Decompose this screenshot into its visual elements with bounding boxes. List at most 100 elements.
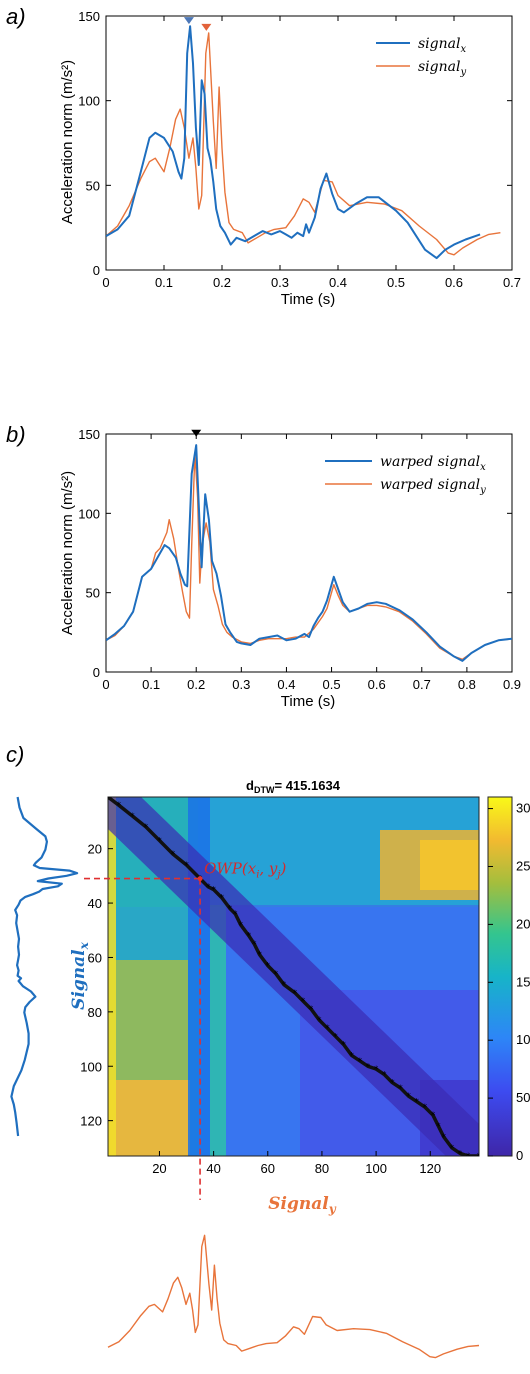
warping-path-point: * — [144, 823, 149, 833]
warping-path-point: * — [317, 1016, 322, 1026]
plot-frame — [105, 433, 513, 673]
heatmap-x-tick-label: 100 — [365, 1161, 387, 1176]
x-tick-label: 0.7 — [413, 677, 431, 692]
heatmap-frame — [107, 796, 480, 1157]
x-tick-label: 0.4 — [329, 275, 347, 290]
series-line-warped-signal-x — [106, 444, 512, 662]
panel-a: a) 0 0.1 0.2 0.3 0.4 0.5 0.6 0.7 0 50 100 150 Time … — [6, 4, 521, 308]
legend-label-signal-x: signalx — [418, 36, 466, 55]
warping-path-point: * — [206, 883, 211, 893]
side-signal-y — [107, 1234, 480, 1359]
heatmap-title: dDTW= 415.1634 — [246, 778, 341, 795]
legend-label-warped-x: warped signalx — [380, 454, 486, 473]
x-tick-label: 0.3 — [271, 275, 289, 290]
warping-path-point: * — [458, 1149, 463, 1159]
warping-path-point: * — [252, 940, 257, 950]
panel-b: b) 0 0.1 0.2 0.3 0.4 0.5 0.6 0.7 0.8 0.9 0 50 100 150… — [6, 422, 521, 710]
x-tick-label: 0.7 — [503, 275, 521, 290]
colorbar-tick-label: 500 — [516, 1090, 530, 1105]
y-tick-label: 0 — [93, 665, 100, 680]
colorbar-tick-label: 300 — [516, 801, 530, 816]
peak-marker-triangle — [183, 17, 194, 25]
warping-path-point: * — [238, 921, 243, 931]
warping-path-point: * — [106, 793, 111, 803]
series-line-warped-signal-y — [106, 452, 512, 660]
y-tick-label: 0 — [93, 263, 100, 278]
x-tick-label: 0.3 — [232, 677, 250, 692]
x-tick-label: 0.2 — [213, 275, 231, 290]
warping-path-point: * — [406, 1092, 411, 1102]
cost-matrix-heatmap — [108, 797, 479, 1156]
warping-path-point: * — [257, 951, 262, 961]
panel-a-xlabel: Time (s) — [281, 291, 335, 308]
panel-a-peak-markers — [183, 17, 212, 31]
legend-label-signal-y: signaly — [418, 59, 466, 78]
side-signal-y-line — [107, 1234, 480, 1359]
panel-c: c) dDTW= 415.1634 20 40 60 80 100 120 20 40 60 80… — [6, 742, 530, 1359]
y-tick-label: 150 — [78, 427, 100, 442]
panel-a-axes: 0 0.1 0.2 0.3 0.4 0.5 0.6 0.7 0 50 100 150 — [78, 9, 521, 290]
owp-label: OWP(xi, yj) — [204, 860, 286, 881]
colorbar-tick-label: 200 — [516, 916, 530, 931]
x-tick-label: 0 — [102, 677, 109, 692]
peak-marker-triangle — [201, 23, 212, 31]
y-tick-label: 150 — [78, 9, 100, 24]
warping-path-point: * — [274, 970, 279, 980]
x-tick-label: 0.1 — [155, 275, 173, 290]
x-tick-label: 0.5 — [323, 677, 341, 692]
warping-path-point: * — [349, 1051, 354, 1061]
warping-path-point: * — [382, 1070, 387, 1080]
warping-path-point: * — [130, 812, 135, 822]
y-tick-label: 50 — [86, 586, 100, 601]
warping-path-point: * — [117, 801, 122, 811]
panel-b-letter: b) — [6, 422, 26, 447]
colorbar-ticks: 0 500 100 150 200 250 300 — [488, 801, 530, 1163]
x-tick-label: 0.6 — [445, 275, 463, 290]
warping-path-point: * — [431, 1111, 436, 1121]
legend-label-warped-y: warped signaly — [380, 477, 486, 496]
warping-path-point: * — [423, 1103, 428, 1113]
warping-path-point: * — [219, 894, 224, 904]
warping-path-point: * — [184, 861, 189, 871]
series-line-signal-y — [106, 32, 501, 256]
warping-path-point: * — [341, 1040, 346, 1050]
owp-annotation — [84, 876, 203, 1200]
warping-path-point: * — [309, 1005, 314, 1015]
colorbar: 0 500 100 150 200 250 300 — [487, 796, 530, 1163]
heatmap-y-tick-label: 20 — [88, 842, 102, 857]
warping-path-point: * — [442, 1133, 447, 1143]
x-tick-label: 0.9 — [503, 677, 521, 692]
heatmap-axes: 20 40 60 80 100 120 20 40 60 80 100 120 — [80, 796, 480, 1176]
panel-c-letter: c) — [6, 742, 24, 767]
panel-b-series-lines — [106, 444, 512, 662]
warping-path-point: * — [390, 1079, 395, 1089]
heatmap-ylabel: Signalx — [69, 941, 91, 1009]
panel-b-xlabel: Time (s) — [281, 693, 335, 710]
warping-path-point: * — [374, 1065, 379, 1075]
heatmap-x-tick-label: 60 — [261, 1161, 275, 1176]
panel-a-series-lines — [106, 25, 501, 260]
warping-path-point: * — [157, 837, 162, 847]
x-tick-label: 0.5 — [387, 275, 405, 290]
panel-a-ylabel: Acceleration norm (m/s²) — [59, 60, 76, 224]
plot-frame — [105, 15, 513, 271]
x-tick-label: 0.1 — [142, 677, 160, 692]
warping-path-point: * — [414, 1098, 419, 1108]
panel-a-letter: a) — [6, 4, 26, 29]
x-tick-label: 0.4 — [277, 677, 295, 692]
x-tick-label: 0 — [102, 275, 109, 290]
colorbar-tick-label: 250 — [516, 858, 530, 873]
colorbar-tick-label: 150 — [516, 974, 530, 989]
warping-path-point: * — [211, 885, 216, 895]
panel-b-axes: 0 0.1 0.2 0.3 0.4 0.5 0.6 0.7 0.8 0.9 0 50 100 150 — [78, 427, 521, 692]
colorbar-tick-label: 100 — [516, 1032, 530, 1047]
side-signal-x-line — [10, 796, 79, 1137]
x-tick-label: 0.6 — [368, 677, 386, 692]
peak-marker-triangle — [191, 429, 202, 437]
warping-path-point: * — [477, 1152, 482, 1162]
warping-path-point: * — [301, 997, 306, 1007]
warping-path-point: * — [325, 1024, 330, 1034]
series-line-signal-x — [106, 25, 481, 260]
heatmap-y-tick-label: 120 — [80, 1114, 102, 1129]
warping-path-point: * — [436, 1122, 441, 1132]
